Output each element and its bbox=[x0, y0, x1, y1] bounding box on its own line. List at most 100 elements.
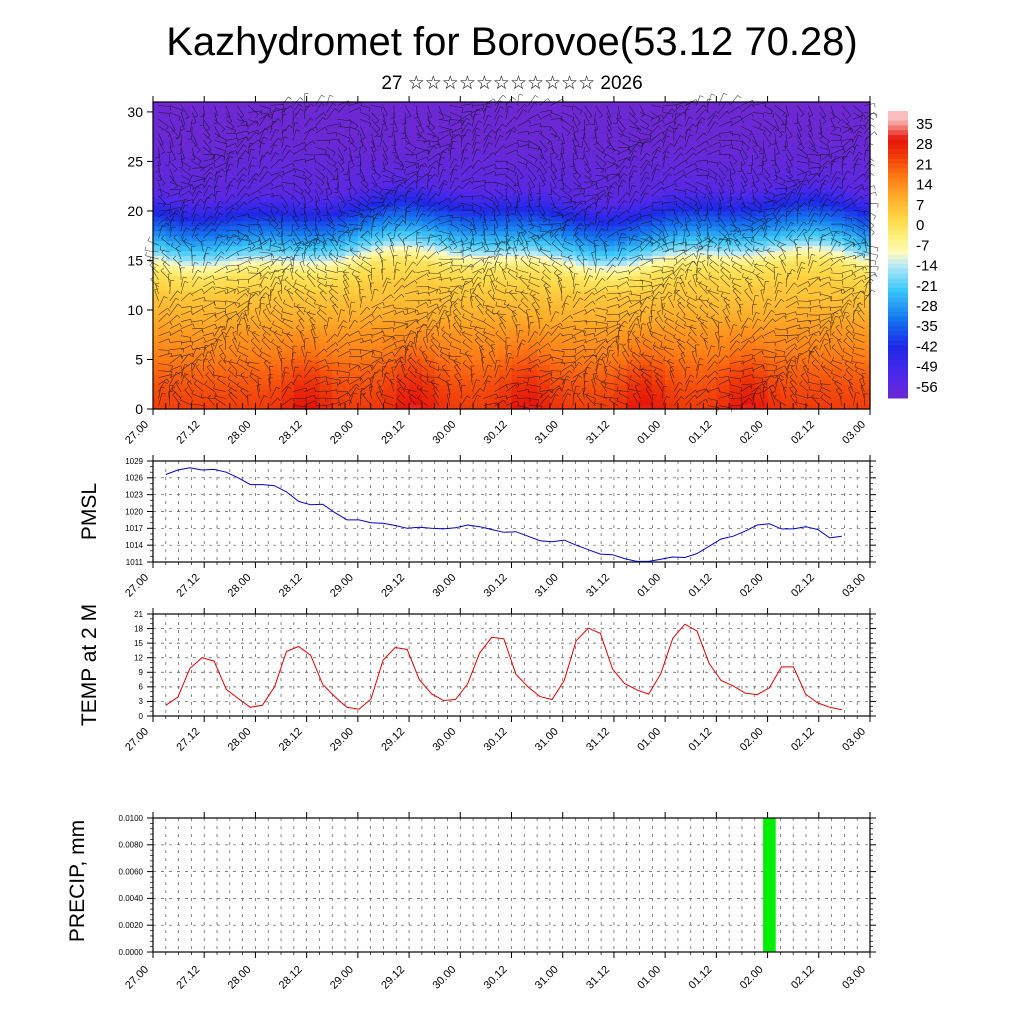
temperature-cell bbox=[716, 305, 730, 311]
temperature-cell bbox=[665, 359, 679, 366]
temperature-cell bbox=[306, 126, 321, 133]
temperature-cell bbox=[498, 215, 513, 222]
wind-barb bbox=[315, 196, 318, 210]
temperature-cell bbox=[549, 121, 564, 128]
temperature-cell bbox=[319, 161, 333, 167]
wind-barb bbox=[287, 290, 294, 302]
temperature-cell bbox=[204, 295, 218, 301]
temperature-cell bbox=[511, 156, 525, 163]
temperature-cell bbox=[562, 181, 577, 187]
temperature-cell bbox=[153, 364, 167, 370]
temperature-cell bbox=[255, 166, 269, 172]
temperature-cell bbox=[524, 176, 538, 182]
temperature-cell bbox=[332, 305, 346, 311]
temperature-cell bbox=[626, 364, 641, 370]
temperature-cell bbox=[767, 374, 781, 380]
temperature-cell bbox=[281, 210, 295, 217]
wind-barb bbox=[180, 306, 192, 309]
wind-barb bbox=[315, 359, 326, 364]
temperature-cell bbox=[178, 111, 193, 118]
temperature-cell bbox=[229, 255, 244, 262]
temperature-cell bbox=[255, 156, 269, 163]
temperature-cell bbox=[306, 379, 321, 385]
temperature-cell bbox=[268, 339, 282, 346]
temperature-cell bbox=[217, 339, 231, 346]
wind-barb bbox=[169, 126, 180, 138]
temperature-cell bbox=[255, 290, 269, 296]
wind-barb-flag bbox=[287, 288, 292, 291]
wind-barb bbox=[315, 189, 320, 201]
temperature-cell bbox=[306, 225, 321, 232]
temperature-cell bbox=[165, 210, 180, 217]
temperature-cell bbox=[345, 305, 359, 311]
temperature-cell bbox=[613, 186, 628, 192]
temperature-cell bbox=[204, 334, 218, 341]
wind-barb bbox=[292, 188, 305, 196]
temperature-cell bbox=[268, 384, 282, 390]
wind-barb-flag bbox=[332, 229, 336, 233]
wind-barb bbox=[191, 190, 199, 204]
temperature-cell bbox=[332, 369, 346, 375]
temperature-cell bbox=[306, 270, 321, 276]
temperature-cell bbox=[805, 285, 820, 291]
temperature-cell bbox=[229, 186, 244, 192]
temperature-cell bbox=[575, 171, 589, 177]
temperature-cell bbox=[754, 369, 769, 375]
temperature-cell bbox=[665, 379, 679, 385]
wind-barb-flag bbox=[229, 156, 234, 159]
wind-barb bbox=[203, 193, 213, 204]
temperature-cell bbox=[383, 339, 397, 346]
temperature-cell bbox=[332, 339, 346, 346]
temperature-cell bbox=[421, 250, 436, 257]
temperature-cell bbox=[652, 334, 666, 341]
temperature-cell bbox=[805, 210, 820, 217]
temperature-cell bbox=[601, 295, 615, 301]
temperature-cell bbox=[652, 250, 666, 257]
temperature-cell bbox=[703, 300, 717, 306]
temperature-cell bbox=[306, 116, 321, 123]
temperature-cell bbox=[281, 116, 295, 123]
temperature-cell bbox=[178, 324, 193, 331]
temperature-cell bbox=[626, 369, 641, 375]
wind-barb bbox=[337, 103, 348, 113]
temperature-cell bbox=[831, 349, 845, 356]
temperature-cell bbox=[741, 220, 756, 227]
temperature-cell bbox=[601, 270, 615, 276]
wind-barb bbox=[247, 165, 251, 176]
temperature-cell bbox=[421, 176, 436, 182]
temperature-cell bbox=[601, 344, 615, 351]
wind-barb-flag bbox=[161, 256, 165, 260]
temperature-cell bbox=[857, 225, 871, 232]
temperature-cell bbox=[357, 250, 372, 257]
temperature-cell bbox=[460, 136, 474, 143]
temperature-cell bbox=[473, 225, 487, 232]
temperature-cell bbox=[242, 334, 257, 341]
temperature-cell bbox=[741, 339, 756, 346]
temperature-cell bbox=[729, 399, 743, 405]
wind-barb-flag bbox=[271, 260, 274, 265]
wind-barb bbox=[191, 133, 198, 145]
temperature-cell bbox=[601, 215, 615, 222]
temperature-cell bbox=[485, 116, 500, 123]
temperature-cell bbox=[588, 324, 602, 331]
temperature-cell bbox=[396, 131, 410, 138]
temperature-cell bbox=[665, 196, 679, 202]
temperature-cell bbox=[716, 339, 730, 346]
temperature-cell bbox=[165, 116, 180, 123]
temperature-cell bbox=[626, 245, 641, 252]
temperature-cell bbox=[357, 339, 372, 346]
temperature-cell bbox=[677, 121, 692, 128]
wind-barb bbox=[259, 155, 263, 169]
temperature-cell bbox=[409, 329, 423, 336]
temperature-cell bbox=[345, 344, 359, 351]
temperature-cell bbox=[396, 210, 410, 217]
wind-barb-flag bbox=[255, 132, 259, 136]
temperature-cell bbox=[767, 329, 781, 336]
wind-barb bbox=[315, 348, 325, 357]
temperature-cell bbox=[549, 369, 564, 375]
temperature-cell bbox=[357, 285, 372, 291]
temperature-cell bbox=[281, 275, 295, 281]
temperature-cell bbox=[370, 250, 385, 257]
wind-barb-flag bbox=[195, 233, 199, 237]
temperature-cell bbox=[153, 295, 167, 301]
